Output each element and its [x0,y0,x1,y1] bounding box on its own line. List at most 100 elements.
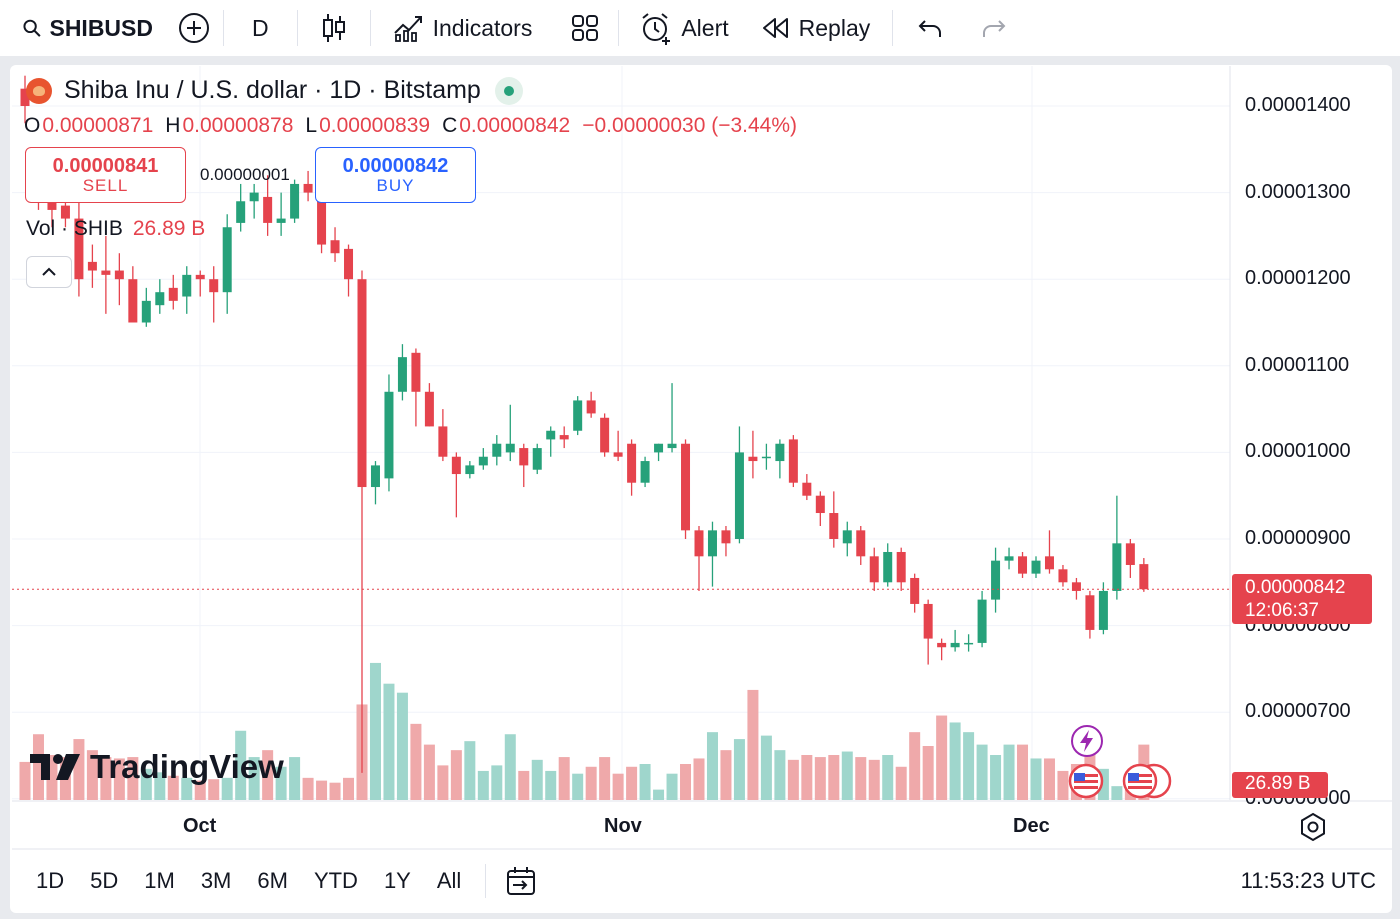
candle-body [87,261,97,271]
volume-bar [86,750,98,800]
symbol-legend[interactable]: Shiba Inu / U.S. dollar · 1D · Bitstamp [26,76,523,105]
last-price-label: 0.00000842 [1245,577,1346,598]
toolbar-divider [223,10,224,46]
toolbar-divider [618,10,620,46]
watermark-text: TradingView [90,748,284,785]
volume-bar [154,772,166,800]
symbol-label: SHIBUSD [49,14,153,41]
collapse-legend-button[interactable] [26,256,72,288]
range-1d-button[interactable]: 1D [36,868,65,893]
candle-body [411,352,421,392]
volume-bar [680,764,692,800]
candle-body [734,452,744,539]
volume-bar [814,757,826,800]
candle-body [222,227,232,293]
candle-body [1139,564,1149,590]
candle-body [397,357,407,392]
legend-title: Shiba Inu / U.S. dollar · 1D · Bitstamp [64,76,481,104]
time-label-dec: Dec [1013,815,1050,837]
candle-body [519,448,529,466]
low-value: 0.00000839 [319,114,431,137]
last-price-tag: 0.00000842 12:06:37 [1232,574,1372,624]
us-flag-events-group-icon[interactable] [1120,762,1176,800]
candle-body [478,456,488,466]
chart-type-button[interactable] [298,8,370,48]
candle-body [896,551,906,583]
candle-body [370,465,380,488]
layouts-button[interactable] [552,8,618,48]
candle-body [276,218,286,223]
lightning-event-icon[interactable] [1069,723,1105,759]
volume-bar [316,780,328,800]
range-1y-button[interactable]: 1Y [383,868,411,893]
volume-bar [181,777,193,800]
candle-body [842,530,852,544]
alert-button[interactable]: Alert [619,8,746,48]
buy-price: 0.00000842 [342,154,449,177]
candle-body [546,430,556,440]
candle-body [991,560,1001,600]
close-value: 0.00000842 [459,114,571,137]
range-5d-button[interactable]: 5D [90,868,119,893]
candle-body [357,279,367,488]
replay-button[interactable]: Replay [747,8,893,48]
sell-button[interactable]: 0.00000841 SELL [25,147,186,203]
indicators-label: Indicators [432,14,533,41]
volume-bar [46,755,58,800]
volume-bar [194,780,206,800]
candle-body [950,642,960,648]
volume-bar [693,758,705,800]
candle-body [654,443,664,453]
range-all-button[interactable]: All [436,868,462,893]
range-6m-button[interactable]: 6M [257,868,288,893]
candlesticks [20,75,1149,773]
volume-bar [248,757,260,800]
indicators-button[interactable]: Indicators [371,8,553,48]
interval-button[interactable]: D [224,8,297,48]
undo-button[interactable] [893,8,967,48]
tradingview-watermark[interactable]: TradingView [30,748,284,786]
goto-date-icon[interactable] [504,864,538,898]
candle-body [263,196,273,223]
volume-bar [855,757,867,800]
candle-body [317,188,327,245]
volume-bar [868,759,880,800]
buy-button[interactable]: 0.00000842 BUY [315,147,476,203]
volume-legend[interactable]: Vol · SHIB 26.89 B [26,217,205,241]
candle-body [910,577,920,604]
utc-clock[interactable]: 11:53:23 UTC [1240,868,1376,893]
range-1m-button[interactable]: 1M [144,868,175,893]
volume-bar [410,723,422,800]
high-value: 0.00000878 [182,114,294,137]
volume-bar [1017,744,1029,800]
candle-body [505,443,515,453]
redo-button[interactable] [967,8,1021,48]
candle-body [1031,560,1041,574]
volume-value: 26.89 B [132,217,206,240]
compare-symbol-button[interactable] [165,8,223,48]
scale-settings-icon[interactable] [1298,812,1328,842]
volume-bar [895,766,907,800]
candle-body [465,465,475,475]
candle-body [532,448,542,470]
range-ytd-button[interactable]: YTD [313,868,358,893]
volume-bar [1097,768,1109,800]
volume-bar [720,750,732,800]
symbol-search-button[interactable]: SHIBUSD [0,8,165,48]
range-3m-button[interactable]: 3M [200,868,232,893]
market-open-status-icon[interactable] [494,76,523,105]
candle-body [114,270,124,280]
us-flag-event-icon[interactable] [1067,762,1107,800]
volume-bar [208,779,220,800]
price-tick: 0.00000900 [1245,527,1351,549]
candle-body [1058,569,1068,583]
volume-bar [140,768,152,800]
buy-label: BUY [376,175,415,195]
candle-body [707,530,717,557]
volume-bar [396,692,408,800]
volume-bar [32,734,44,800]
bar-countdown: 12:06:37 [1245,599,1319,621]
volume-bar [289,757,301,800]
volume-bar [464,741,476,800]
